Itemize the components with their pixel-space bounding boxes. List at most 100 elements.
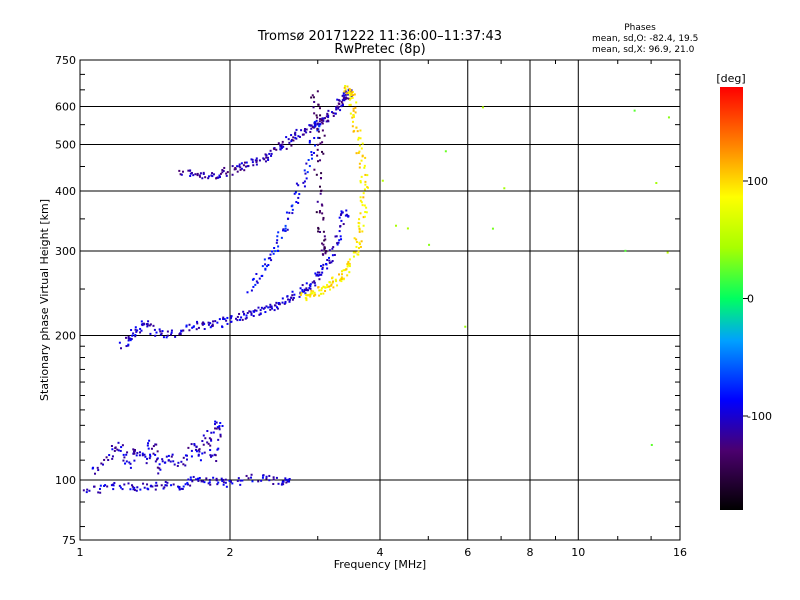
data-point [319,189,322,192]
data-point [149,485,152,488]
data-point [211,172,214,175]
data-point [275,301,278,304]
data-point [351,125,354,128]
data-point [266,265,269,268]
data-point [125,336,128,339]
data-point [284,227,287,230]
data-point [250,312,253,315]
data-point [335,280,338,283]
data-point [114,446,117,449]
data-point [135,454,138,457]
data-point [229,317,232,320]
data-point [291,212,294,215]
data-point [357,136,360,139]
data-point [208,478,211,481]
data-point [280,147,283,150]
data-point [351,91,354,94]
y-tick-label: 200 [55,330,76,343]
data-point [290,134,293,137]
data-point [360,175,363,178]
data-point [293,192,296,195]
data-point [324,286,327,289]
data-point [338,230,341,233]
data-point [357,247,360,250]
data-point [198,174,201,177]
data-point [263,258,266,261]
data-point [337,107,340,110]
data-point [358,227,361,230]
data-point [88,489,91,492]
data-point [211,323,214,326]
data-point [153,328,156,331]
data-point [321,268,324,271]
data-point [127,343,130,346]
data-point [236,170,239,173]
data-point [305,299,308,302]
data-point [192,174,195,177]
data-point [344,93,347,96]
data-point [320,265,323,268]
data-point [344,98,347,101]
data-point [273,309,276,312]
data-point [131,334,134,337]
data-point [311,126,314,129]
data-point [288,477,291,480]
data-point [281,143,284,146]
data-point [177,486,180,489]
data-point [178,488,181,491]
data-point [288,298,291,301]
data-point [125,453,128,456]
x-tick-label: 4 [377,546,384,559]
data-point [185,454,188,457]
data-point [325,262,328,265]
data-point [339,224,342,227]
data-point [295,200,298,203]
data-point [321,122,324,125]
data-point [321,150,324,153]
data-point [221,325,224,328]
data-point [324,251,327,254]
data-point [139,327,142,330]
data-point [340,280,343,283]
data-point [311,94,314,97]
data-point [101,463,104,466]
data-point [312,106,315,109]
data-point [202,434,205,437]
data-point [277,482,280,485]
data-point [261,476,264,479]
data-point [191,480,194,483]
data-point [195,445,198,448]
data-point [319,117,322,120]
colorbar-tick-label: 100 [747,175,768,188]
data-point [141,452,144,455]
data-point [323,235,326,238]
data-point [146,325,149,328]
data-point [193,444,196,447]
data-point [180,173,183,176]
data-point [148,457,151,460]
data-point [291,208,294,211]
data-point [131,484,134,487]
data-point [340,276,343,279]
data-point [316,273,319,276]
data-point [108,454,111,457]
data-point [269,149,272,152]
data-point [117,449,120,452]
data-point [655,182,658,185]
data-point [185,325,188,328]
data-point [328,281,331,284]
data-point [319,159,322,162]
data-point [191,326,194,329]
data-point [251,480,254,483]
data-point [318,136,321,139]
data-point [267,158,270,161]
data-point [321,129,324,132]
y-tick-label: 600 [55,101,76,114]
data-point [203,322,206,325]
data-point [299,293,302,296]
data-point [357,250,360,253]
data-point [359,181,362,184]
data-point [331,281,334,284]
data-point [133,452,136,455]
data-point [321,266,324,269]
